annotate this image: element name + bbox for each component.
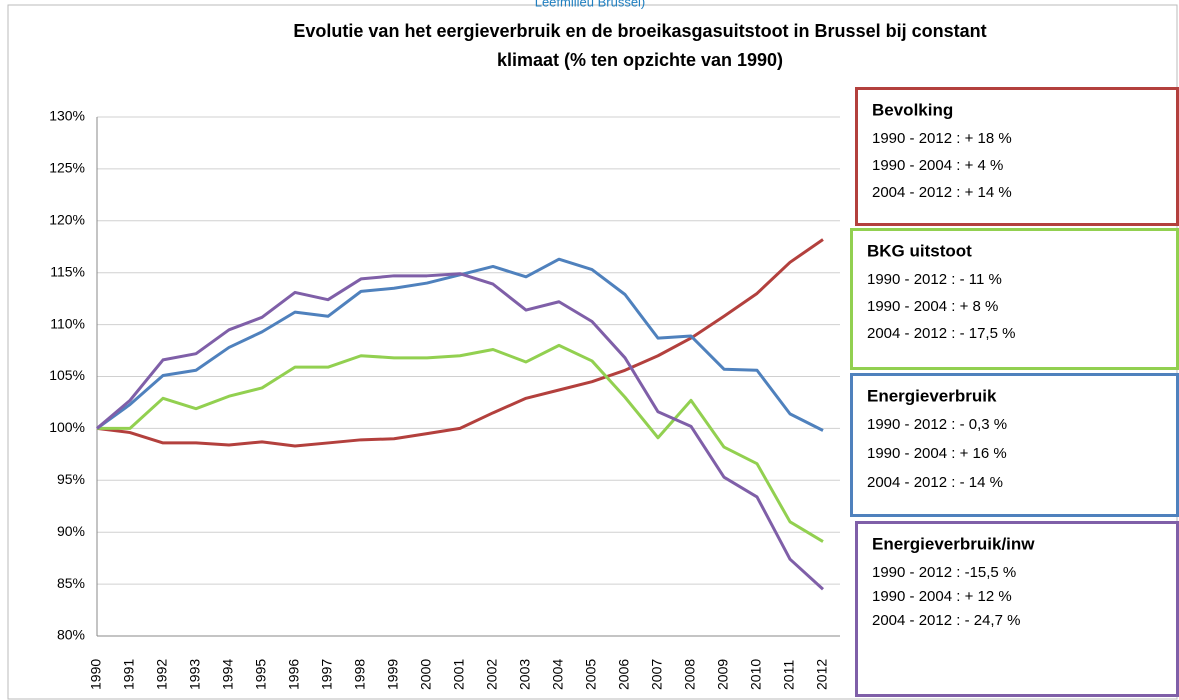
legend-note: 1990 - 2004 : + 4 %	[872, 157, 1003, 174]
legend-note: 2004 - 2012 : - 14 %	[867, 474, 1003, 491]
legend-name: Bevolking	[872, 100, 953, 119]
y-tick-label: 115%	[50, 263, 85, 279]
y-tick-label: 130%	[49, 108, 85, 124]
x-tick-label: 1990	[88, 659, 104, 690]
legend-note: 2004 - 2012 : - 24,7 %	[872, 612, 1020, 629]
y-tick-label: 90%	[57, 523, 85, 539]
legend-note: 1990 - 2004 : + 16 %	[867, 445, 1007, 462]
legend-note: 1990 - 2012 : -15,5 %	[872, 564, 1016, 581]
x-tick-label: 2007	[649, 659, 665, 690]
x-tick-label: 1994	[220, 659, 236, 690]
x-tick-label: 2001	[451, 659, 467, 690]
legend-note: 1990 - 2012 : + 18 %	[872, 130, 1012, 147]
x-tick-label: 2004	[550, 659, 566, 690]
legend-name: BKG uitstoot	[867, 241, 972, 260]
source: Leefmilieu Brussel)	[535, 0, 646, 9]
y-tick-label: 125%	[49, 160, 85, 176]
legend-note: 1990 - 2004 : + 8 %	[867, 298, 998, 315]
legend-note: 2004 - 2012 : - 17,5 %	[867, 325, 1015, 342]
x-tick-label: 2005	[583, 659, 599, 690]
x-tick-label: 2003	[517, 659, 533, 690]
x-tick-label: 2008	[682, 659, 698, 690]
legend-box	[850, 228, 1179, 370]
y-tick-label: 120%	[49, 212, 85, 228]
legend-note: 2004 - 2012 : + 14 %	[872, 184, 1012, 201]
x-tick-label: 1991	[121, 659, 137, 690]
legend-note: 1990 - 2012 : - 0,3 %	[867, 416, 1007, 433]
x-tick-label: 2006	[616, 659, 632, 690]
series-line	[96, 238, 824, 448]
legend-box	[855, 521, 1179, 697]
x-tick-label: 1997	[319, 659, 335, 690]
y-tick-label: 100%	[49, 419, 85, 435]
x-tick-label: 1992	[154, 659, 170, 690]
series-line	[96, 272, 825, 591]
legend-name: Energieverbruik/inw	[872, 534, 1035, 553]
legend-note: 1990 - 2004 : + 12 %	[872, 588, 1012, 605]
x-tick-label: 1998	[352, 659, 368, 690]
x-tick-label: 1999	[385, 659, 401, 690]
chart-title: klimaat (% ten opzichte van 1990)	[497, 50, 783, 70]
legend-box	[850, 373, 1179, 517]
x-tick-label: 2002	[484, 659, 500, 690]
x-tick-label: 2010	[748, 659, 764, 690]
x-tick-label: 2000	[418, 659, 434, 690]
x-tick-label: 2009	[715, 659, 731, 690]
x-tick-label: 1993	[187, 659, 203, 690]
y-tick-label: 85%	[57, 575, 85, 591]
y-tick-label: 105%	[49, 367, 85, 383]
y-tick-label: 95%	[57, 471, 85, 487]
x-tick-label: 2011	[781, 660, 797, 690]
x-tick-label: 1996	[286, 659, 302, 690]
y-tick-label: 110%	[50, 315, 85, 331]
legend-note: 1990 - 2012 : - 11 %	[867, 271, 1002, 288]
x-tick-label: 2012	[814, 659, 830, 690]
legend-box	[855, 87, 1179, 226]
x-tick-label: 1995	[253, 659, 269, 690]
series-line	[97, 343, 824, 543]
y-tick-label: 80%	[57, 627, 85, 643]
chart-title: Evolutie van het eergieverbruik en de br…	[293, 21, 986, 41]
legend-name: Energieverbruik	[867, 386, 997, 405]
